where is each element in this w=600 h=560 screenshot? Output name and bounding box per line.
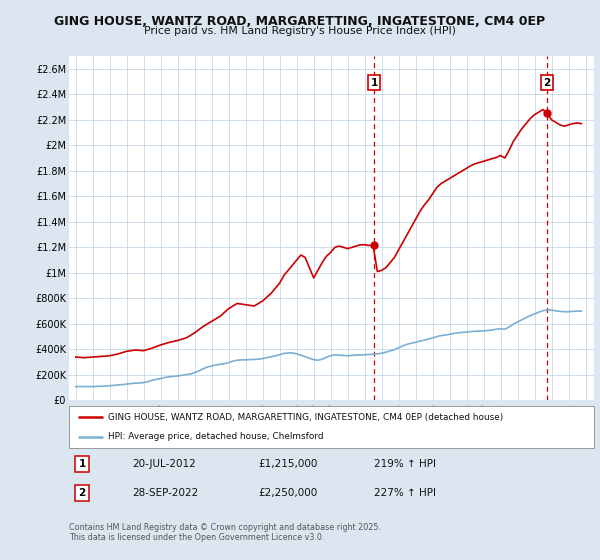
Text: 28-SEP-2022: 28-SEP-2022 [132, 488, 198, 498]
Text: Contains HM Land Registry data © Crown copyright and database right 2025.: Contains HM Land Registry data © Crown c… [69, 523, 381, 533]
Text: £2,250,000: £2,250,000 [258, 488, 317, 498]
Text: 1: 1 [79, 459, 86, 469]
Text: 227% ↑ HPI: 227% ↑ HPI [373, 488, 436, 498]
Text: £1,215,000: £1,215,000 [258, 459, 317, 469]
Text: Price paid vs. HM Land Registry's House Price Index (HPI): Price paid vs. HM Land Registry's House … [144, 26, 456, 36]
Text: 2: 2 [544, 78, 551, 88]
Text: GING HOUSE, WANTZ ROAD, MARGARETTING, INGATESTONE, CM4 0EP: GING HOUSE, WANTZ ROAD, MARGARETTING, IN… [55, 15, 545, 27]
Text: HPI: Average price, detached house, Chelmsford: HPI: Average price, detached house, Chel… [109, 432, 324, 441]
Text: 2: 2 [79, 488, 86, 498]
Text: This data is licensed under the Open Government Licence v3.0.: This data is licensed under the Open Gov… [69, 533, 325, 542]
Text: 1: 1 [370, 78, 377, 88]
Text: 20-JUL-2012: 20-JUL-2012 [132, 459, 196, 469]
Text: GING HOUSE, WANTZ ROAD, MARGARETTING, INGATESTONE, CM4 0EP (detached house): GING HOUSE, WANTZ ROAD, MARGARETTING, IN… [109, 413, 503, 422]
Text: 219% ↑ HPI: 219% ↑ HPI [373, 459, 436, 469]
